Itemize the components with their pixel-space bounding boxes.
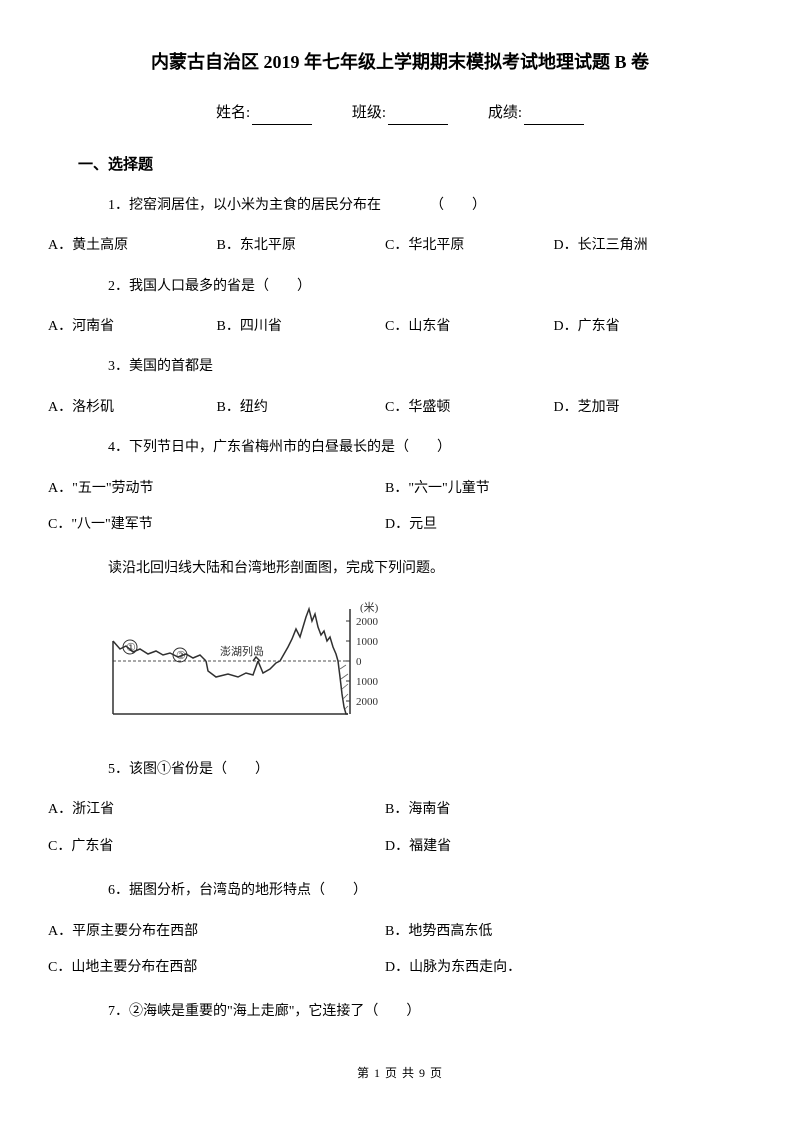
q2-opt-c: C．山东省	[385, 316, 554, 338]
score-label: 成绩:	[488, 105, 522, 121]
name-label: 姓名:	[216, 105, 250, 121]
question-6-options: A．平原主要分布在西部 B．地势西高东低 C．山地主要分布在西部 D．山脉为东西…	[48, 921, 722, 994]
q2-opt-b: B．四川省	[217, 316, 386, 338]
score-field: 成绩:	[488, 101, 584, 125]
q4-opt-d: D．元旦	[385, 514, 722, 536]
q4-opt-a: A．"五一"劳动节	[48, 478, 385, 500]
y-tick-2: 0	[356, 656, 362, 668]
question-1-options: A．黄土高原 B．东北平原 C．华北平原 D．长江三角洲	[48, 235, 722, 257]
page-footer: 第 1 页 共 9 页	[78, 1064, 722, 1083]
question-2: 2．我国人口最多的省是（ ）	[78, 276, 722, 298]
y-unit-label: (米)	[360, 601, 379, 614]
q6-opt-d: D．山脉为东西走向．	[385, 957, 722, 979]
name-blank	[252, 111, 312, 125]
question-4-options: A．"五一"劳动节 B．"六一"儿童节 C．"八一"建军节 D．元旦	[48, 478, 722, 551]
q5-opt-a: A．浙江省	[48, 799, 385, 821]
page-title: 内蒙古自治区 2019 年七年级上学期期末模拟考试地理试题 B 卷	[78, 48, 722, 77]
question-3-text: 3．美国的首都是	[108, 356, 722, 378]
q6-opt-c: C．山地主要分布在西部	[48, 957, 385, 979]
header-fields: 姓名: 班级: 成绩:	[78, 101, 722, 125]
q3-opt-b: B．纽约	[217, 397, 386, 419]
question-6-text: 6．据图分析，台湾岛的地形特点（ ）	[108, 880, 722, 902]
q5-opt-c: C．广东省	[48, 836, 385, 858]
question-1: 1．挖窑洞居住，以小米为主食的居民分布在 （ ）	[78, 195, 722, 217]
q3-opt-d: D．芝加哥	[554, 397, 723, 419]
question-5-text: 5．该图①省份是（ ）	[108, 759, 722, 781]
question-6: 6．据图分析，台湾岛的地形特点（ ）	[78, 880, 722, 902]
q5-opt-d: D．福建省	[385, 836, 722, 858]
q2-opt-a: A．河南省	[48, 316, 217, 338]
q2-opt-d: D．广东省	[554, 316, 723, 338]
y-tick-4: 2000	[356, 696, 379, 708]
question-4-text: 4．下列节日中，广东省梅州市的白昼最长的是（ ）	[108, 437, 722, 459]
name-field: 姓名:	[216, 101, 312, 125]
q1-opt-b: B．东北平原	[217, 235, 386, 257]
score-blank	[524, 111, 584, 125]
question-1-text: 1．挖窑洞居住，以小米为主食的居民分布在 （ ）	[108, 195, 722, 217]
q6-opt-b: B．地势西高东低	[385, 921, 722, 943]
class-blank	[388, 111, 448, 125]
question-5: 5．该图①省份是（ ）	[78, 759, 722, 781]
class-label: 班级:	[352, 105, 386, 121]
question-3-options: A．洛杉矶 B．纽约 C．华盛顿 D．芝加哥	[48, 397, 722, 419]
figure-label-2: ②	[176, 650, 186, 662]
q1-opt-a: A．黄土高原	[48, 235, 217, 257]
question-3: 3．美国的首都是	[78, 356, 722, 378]
context-text: 读沿北回归线大陆和台湾地形剖面图，完成下列问题。	[78, 558, 722, 580]
q3-opt-c: C．华盛顿	[385, 397, 554, 419]
question-2-options: A．河南省 B．四川省 C．山东省 D．广东省	[48, 316, 722, 338]
y-tick-3: 1000	[356, 676, 379, 688]
question-7: 7．②海峡是重要的"海上走廊"，它连接了（ ）	[78, 1001, 722, 1023]
q5-opt-b: B．海南省	[385, 799, 722, 821]
question-7-text: 7．②海峡是重要的"海上走廊"，它连接了（ ）	[108, 1001, 722, 1023]
question-2-text: 2．我国人口最多的省是（ ）	[108, 276, 722, 298]
y-tick-0: 2000	[356, 616, 379, 628]
class-field: 班级:	[352, 101, 448, 125]
islands-label: 澎湖列岛	[220, 644, 264, 658]
q1-opt-d: D．长江三角洲	[554, 235, 723, 257]
question-4: 4．下列节日中，广东省梅州市的白昼最长的是（ ）	[78, 437, 722, 459]
y-tick-1: 1000	[356, 636, 379, 648]
q4-opt-b: B．"六一"儿童节	[385, 478, 722, 500]
terrain-profile-svg: (米) 2000 1000 0 1000 2000	[108, 599, 398, 729]
question-5-options: A．浙江省 B．海南省 C．广东省 D．福建省	[48, 799, 722, 872]
terrain-profile-figure: (米) 2000 1000 0 1000 2000	[78, 599, 722, 737]
q6-opt-a: A．平原主要分布在西部	[48, 921, 385, 943]
q3-opt-a: A．洛杉矶	[48, 397, 217, 419]
section-heading: 一、选择题	[78, 153, 722, 177]
q1-opt-c: C．华北平原	[385, 235, 554, 257]
q4-opt-c: C．"八一"建军节	[48, 514, 385, 536]
figure-label-1: ①	[126, 642, 136, 654]
